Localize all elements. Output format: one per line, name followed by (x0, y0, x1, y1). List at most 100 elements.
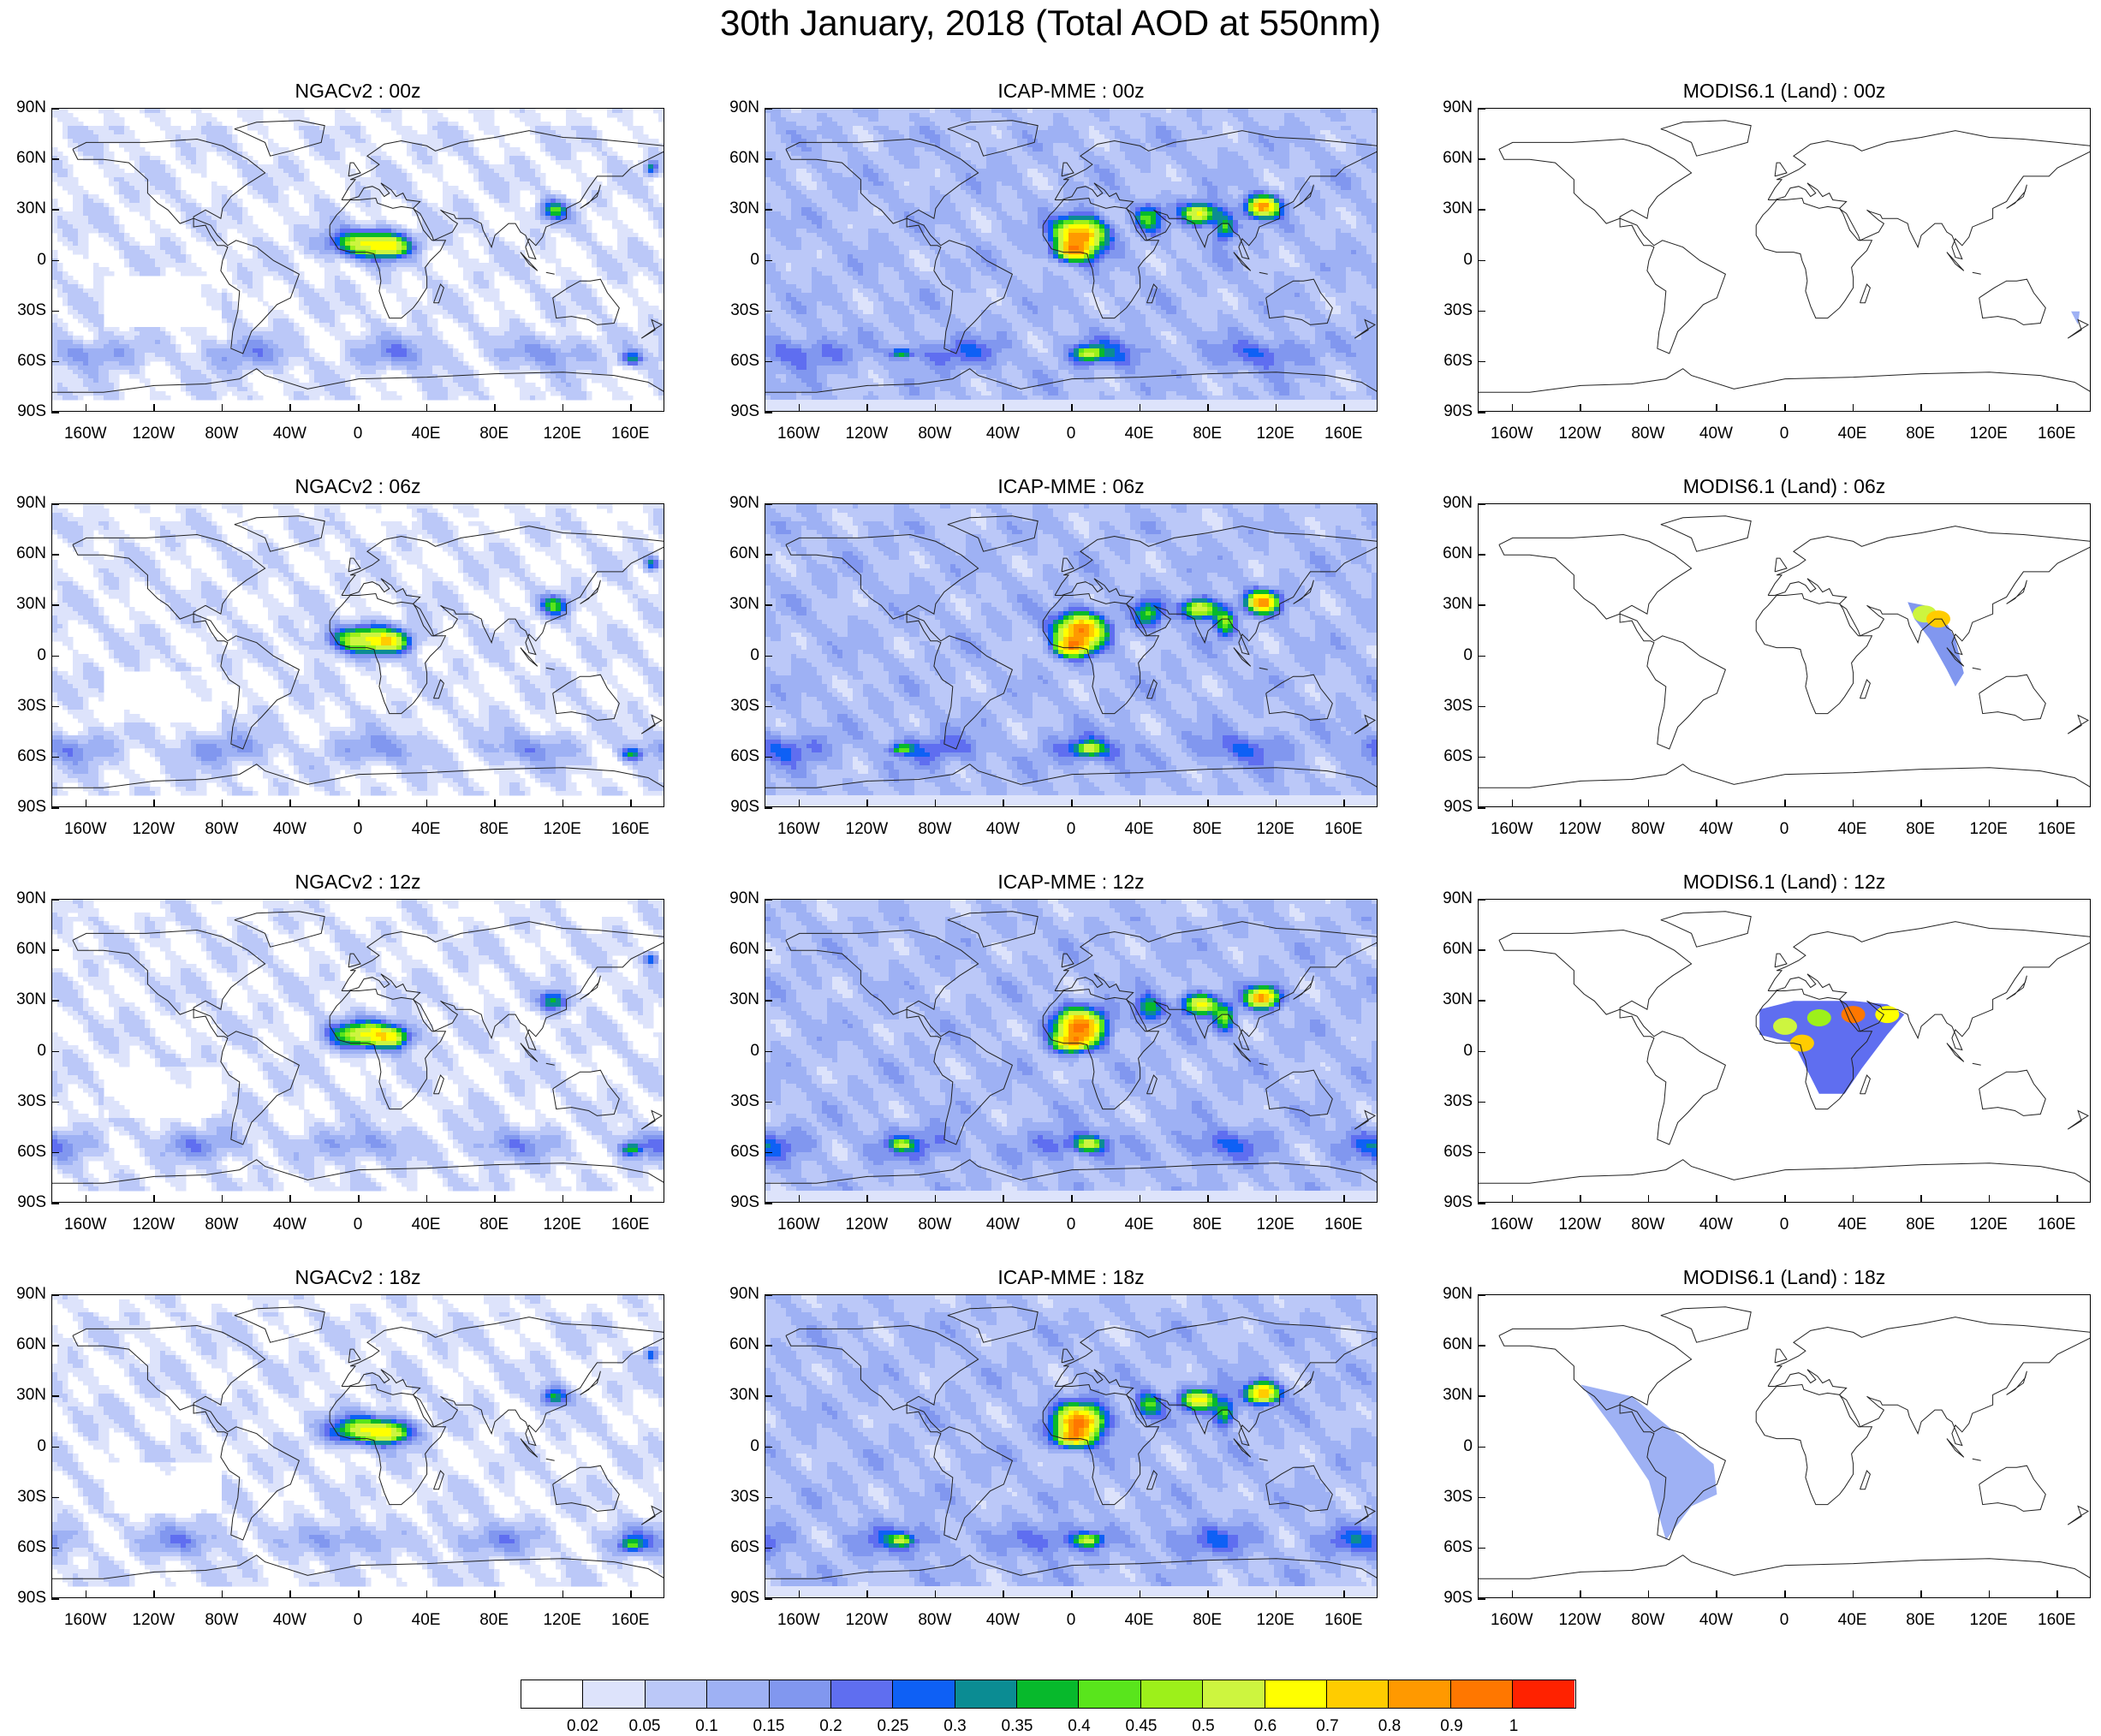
aod-cell (52, 152, 58, 157)
aod-cell (540, 173, 546, 178)
aod-cell (366, 177, 372, 182)
aod-cell (222, 310, 228, 315)
aod-cell (134, 173, 140, 178)
aod-cell (294, 113, 300, 118)
aod-cell (350, 216, 356, 221)
aod-cell (201, 147, 207, 152)
aod-cell (345, 276, 351, 281)
aod-cell (633, 297, 639, 302)
aod-cell (448, 207, 454, 212)
aod-cell (247, 186, 253, 191)
aod-cell (340, 160, 346, 165)
aod-cell (129, 177, 135, 182)
aod-cell (62, 353, 68, 358)
aod-cell (571, 288, 577, 294)
aod-cell (98, 276, 104, 281)
aod-cell (566, 336, 572, 341)
aod-cell (350, 293, 356, 298)
aod-cell (551, 139, 556, 144)
aod-cell (304, 336, 310, 341)
aod-cell (484, 220, 490, 225)
aod-cell (581, 233, 587, 238)
aod-cell (551, 288, 556, 294)
aod-cell (98, 109, 104, 114)
aod-cell (402, 254, 408, 259)
aod-cell (145, 156, 151, 161)
aod-cell (371, 237, 377, 242)
aod-cell (525, 229, 531, 234)
aod-cell (242, 263, 248, 268)
aod-cell (268, 199, 274, 204)
aod-cell (350, 169, 356, 174)
aod-cell (504, 241, 510, 247)
aod-cell (314, 241, 320, 247)
aod-cell (581, 122, 587, 127)
aod-cell (473, 327, 479, 332)
aod-cell (592, 348, 598, 354)
aod-cell (653, 276, 659, 281)
aod-cell (489, 344, 495, 349)
aod-cell (540, 344, 546, 349)
aod-cell (566, 344, 572, 349)
aod-cell (150, 344, 156, 349)
aod-cell (402, 293, 408, 298)
aod-cell (98, 374, 104, 379)
aod-cell (366, 366, 372, 371)
aod-cell (628, 293, 634, 298)
aod-cell (150, 327, 156, 332)
aod-cell (68, 366, 74, 371)
aod-cell (535, 220, 541, 225)
aod-cell (581, 366, 587, 371)
aod-cell (88, 370, 94, 375)
aod-cell (602, 199, 608, 204)
aod-cell (504, 327, 510, 332)
aod-cell (304, 177, 310, 182)
aod-cell (278, 336, 284, 341)
aod-cell (165, 194, 171, 199)
aod-cell (638, 348, 644, 354)
aod-cell (407, 370, 413, 375)
aod-cell (237, 263, 243, 268)
aod-cell (602, 169, 608, 174)
aod-cell (263, 271, 269, 276)
aod-cell (263, 344, 269, 349)
aod-cell (427, 134, 433, 140)
aod-cell (299, 348, 305, 354)
aod-cell (381, 280, 387, 285)
aod-cell (417, 241, 423, 247)
aod-cell (237, 169, 243, 174)
aod-cell (638, 370, 644, 375)
aod-cell (592, 288, 598, 294)
aod-cell (119, 130, 125, 135)
aod-cell (407, 190, 413, 195)
aod-cell (453, 246, 459, 251)
aod-cell (258, 284, 264, 289)
aod-cell (607, 263, 613, 268)
aod-cell (253, 331, 259, 336)
aod-cell (638, 126, 644, 131)
aod-cell (396, 293, 402, 298)
aod-cell (355, 241, 361, 247)
aod-cell (227, 224, 233, 229)
aod-cell (160, 177, 166, 182)
aod-cell (381, 344, 387, 349)
aod-cell (57, 233, 63, 238)
aod-cell (237, 207, 243, 212)
aod-cell (556, 156, 562, 161)
aod-cell (134, 353, 140, 358)
aod-cell (366, 361, 372, 366)
aod-cell (165, 237, 171, 242)
aod-cell (304, 340, 310, 345)
aod-cell (191, 327, 197, 332)
aod-cell (489, 336, 495, 341)
aod-cell (499, 348, 505, 354)
aod-cell (258, 336, 264, 341)
aod-cell (227, 190, 233, 195)
aod-cell (581, 293, 587, 298)
aod-cell (586, 139, 592, 144)
aod-cell (551, 314, 556, 319)
aod-cell (628, 348, 634, 354)
aod-cell (376, 353, 382, 358)
aod-cell (602, 263, 608, 268)
aod-cell (396, 169, 402, 174)
